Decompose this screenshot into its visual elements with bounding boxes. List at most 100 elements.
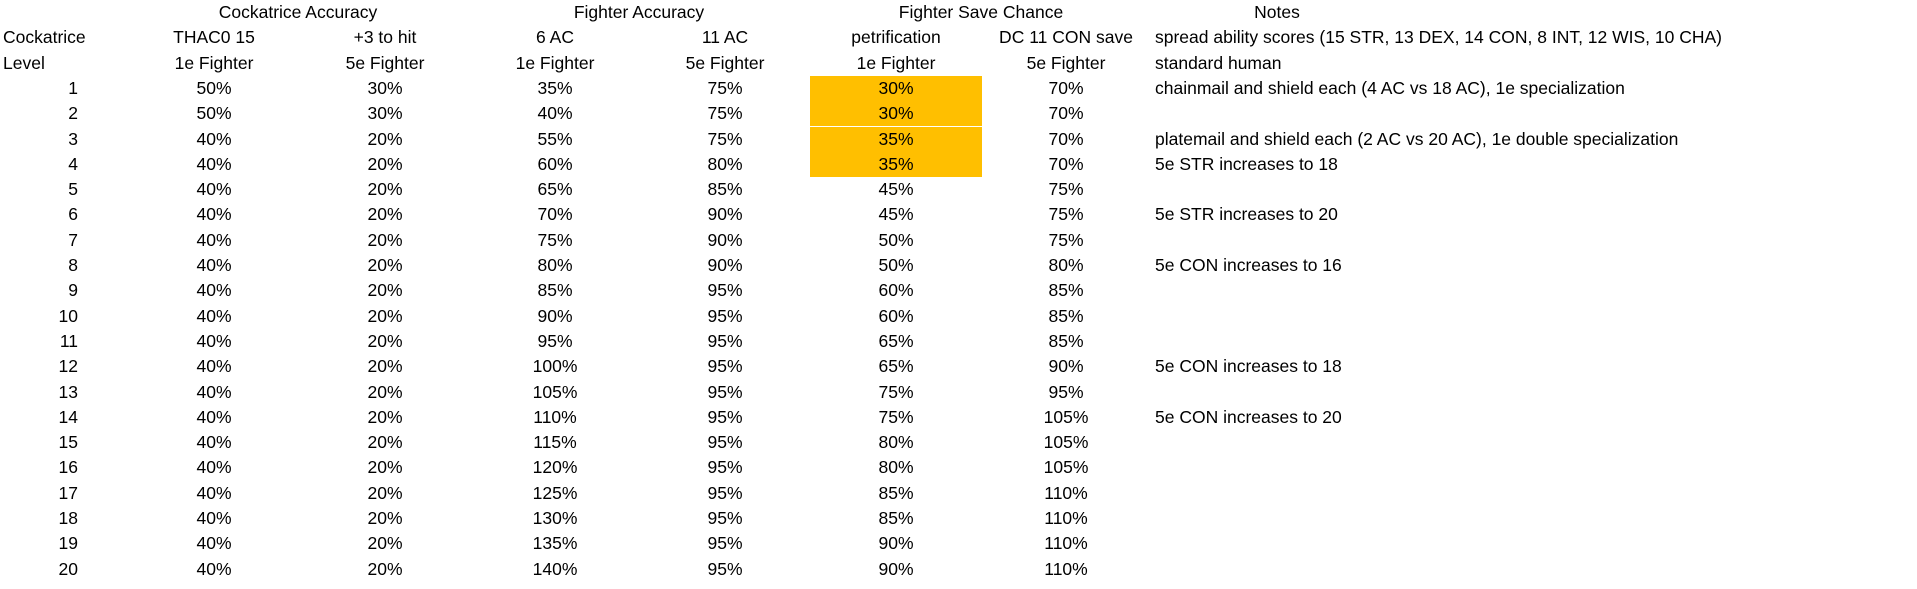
to-hit-cell: 20%: [367, 356, 403, 377]
dc11-cell: 105%: [1043, 457, 1089, 478]
level-cell: 11: [59, 330, 78, 351]
to-hit-cell: 20%: [367, 533, 403, 554]
ac6-cell: 90%: [537, 305, 573, 326]
ac11-cell: 90%: [707, 255, 743, 275]
ac11-cell: 95%: [707, 330, 743, 351]
to-hit-cell: 20%: [367, 508, 403, 528]
ac11-cell: 95%: [707, 533, 743, 554]
note-side-2: standard human: [1155, 52, 1282, 73]
thac0-cell: 40%: [196, 280, 232, 301]
level-cell: 14: [58, 406, 78, 427]
highlight-cell-background: [810, 75, 982, 102]
petrification-cell: 65%: [878, 356, 914, 377]
to-hit-cell: 20%: [367, 255, 403, 275]
thac0-cell: 40%: [196, 381, 232, 402]
to-hit-cell: 20%: [367, 229, 403, 250]
to-hit-cell: 20%: [367, 558, 403, 579]
highlight-cell-background: [810, 126, 982, 152]
ac6-cell: 65%: [537, 179, 573, 200]
column-header-dc11-line2: 5e Fighter: [1026, 52, 1106, 73]
dc11-cell: 75%: [1048, 204, 1084, 225]
level-cell: 12: [58, 356, 78, 377]
dc11-cell: 70%: [1048, 128, 1084, 149]
ac6-cell: 75%: [537, 229, 573, 250]
highlight-cell-background: [810, 101, 982, 127]
thac0-cell: 40%: [196, 457, 232, 478]
level-cell: 15: [58, 432, 78, 453]
dc11-cell: 70%: [1048, 77, 1084, 98]
petrification-cell: 60%: [878, 280, 914, 301]
petrification-cell: 35%: [878, 153, 914, 174]
ac6-cell: 130%: [532, 508, 578, 528]
note-cell: 5e CON increases to 18: [1155, 356, 1342, 377]
ac6-cell: 140%: [532, 558, 578, 579]
thac0-cell: 40%: [196, 153, 232, 174]
dc11-cell: 110%: [1044, 508, 1088, 528]
to-hit-cell: 20%: [367, 280, 403, 301]
petrification-cell: 75%: [878, 381, 914, 402]
thac0-cell: 40%: [196, 204, 232, 225]
level-cell: 9: [68, 280, 78, 301]
ac11-cell: 80%: [707, 153, 743, 174]
note-cell: platemail and shield each (2 AC vs 20 AC…: [1155, 128, 1679, 149]
thac0-cell: 40%: [196, 179, 232, 200]
ac11-cell: 95%: [707, 356, 743, 377]
petrification-cell: 50%: [878, 255, 914, 275]
ac6-cell: 120%: [532, 457, 578, 478]
thac0-cell: 40%: [196, 356, 232, 377]
ac6-cell: 115%: [533, 432, 577, 453]
column-header-dc11-line1: DC 11 CON save: [999, 27, 1133, 48]
level-cell: 13: [58, 381, 78, 402]
petrification-cell: 35%: [878, 128, 914, 149]
ac6-cell: 55%: [537, 128, 573, 149]
to-hit-cell: 20%: [367, 381, 403, 402]
dc11-cell: 95%: [1048, 381, 1084, 402]
ac11-cell: 75%: [707, 103, 743, 124]
ac11-cell: 95%: [707, 381, 743, 402]
to-hit-cell: 20%: [367, 457, 403, 478]
ac11-cell: 95%: [707, 280, 743, 301]
petrification-cell: 30%: [878, 77, 914, 98]
column-header-to-hit-line2: 5e Fighter: [345, 52, 425, 73]
petrification-cell: 45%: [878, 179, 914, 200]
column-header-thac0-line2: 1e Fighter: [174, 52, 254, 73]
note-cell: 5e STR increases to 20: [1155, 204, 1338, 225]
group-header-fighter-save-chance: Fighter Save Chance: [898, 2, 1064, 22]
note-cell: chainmail and shield each (4 AC vs 18 AC…: [1155, 77, 1625, 98]
thac0-cell: 40%: [196, 330, 232, 351]
thac0-cell: 50%: [196, 103, 232, 124]
dc11-cell: 110%: [1044, 482, 1088, 503]
ac6-cell: 60%: [537, 153, 573, 174]
group-header-cockatrice-accuracy: Cockatrice Accuracy: [218, 2, 378, 22]
level-cell: 16: [58, 457, 78, 478]
petrification-cell: 45%: [878, 204, 914, 225]
thac0-cell: 40%: [196, 432, 232, 453]
level-cell: 2: [68, 103, 78, 124]
ac6-cell: 35%: [537, 77, 573, 98]
level-cell: 19: [58, 533, 78, 554]
to-hit-cell: 20%: [367, 179, 403, 200]
petrification-cell: 30%: [878, 103, 914, 124]
dc11-cell: 80%: [1048, 255, 1084, 275]
dc11-cell: 110%: [1044, 533, 1088, 554]
to-hit-cell: 20%: [367, 204, 403, 225]
group-header-notes: Notes: [1254, 2, 1300, 22]
level-cell: 3: [68, 128, 78, 149]
level-cell: 1: [68, 77, 78, 98]
ac11-cell: 90%: [707, 229, 743, 250]
petrification-cell: 80%: [878, 457, 914, 478]
petrification-cell: 50%: [878, 229, 914, 250]
column-header-level-line2: Level: [3, 52, 45, 73]
petrification-cell: 65%: [878, 330, 914, 351]
ac6-cell: 110%: [533, 406, 577, 427]
to-hit-cell: 20%: [367, 330, 403, 351]
dc11-cell: 105%: [1043, 432, 1089, 453]
ac11-cell: 75%: [707, 77, 743, 98]
ac11-cell: 90%: [707, 204, 743, 225]
thac0-cell: 40%: [196, 128, 232, 149]
thac0-cell: 40%: [196, 558, 232, 579]
dc11-cell: 85%: [1048, 330, 1084, 351]
to-hit-cell: 30%: [367, 103, 403, 124]
ac11-cell: 85%: [707, 179, 743, 200]
ac11-cell: 95%: [707, 305, 743, 326]
